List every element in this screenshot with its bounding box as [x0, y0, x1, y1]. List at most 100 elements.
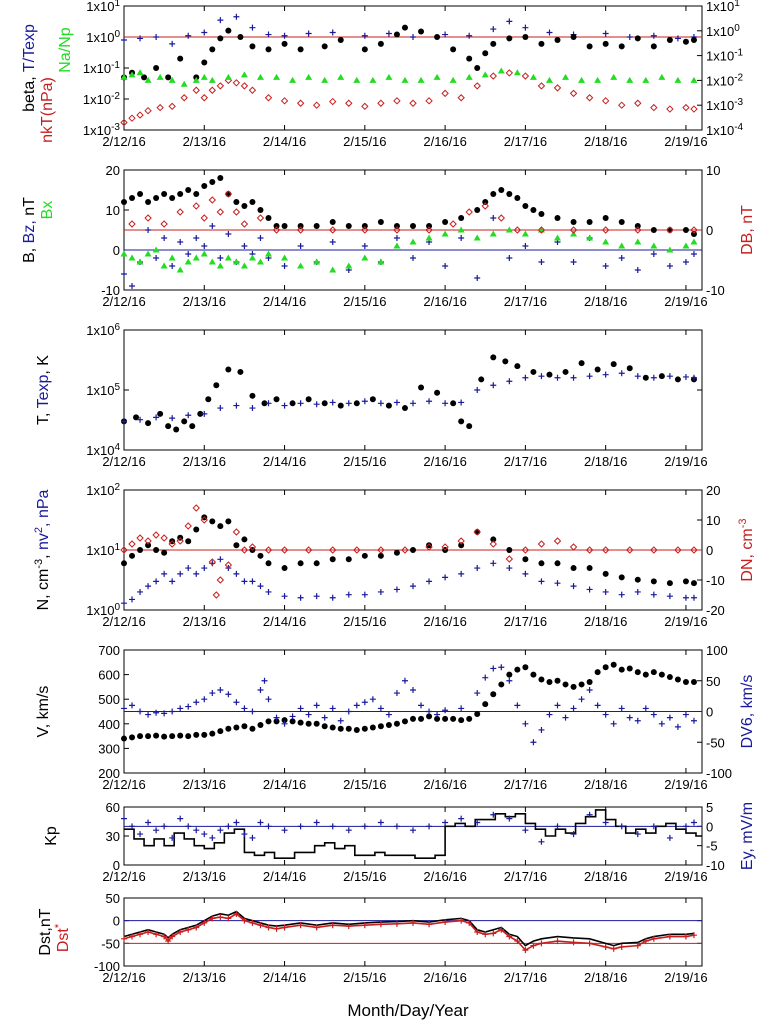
- data-point-diamond: [626, 546, 634, 554]
- y-axis-label-right: DV6, km/s: [739, 675, 756, 749]
- y-tick-label-left: 1x102: [86, 482, 120, 498]
- data-point-dot: [153, 732, 160, 739]
- x-tick-label: 2/18/16: [584, 294, 627, 309]
- data-point-plus: [249, 919, 256, 926]
- data-point-plus: [137, 831, 144, 838]
- y-tick-label-right: 20: [706, 483, 720, 498]
- y-tick-label-left: 20: [106, 163, 120, 178]
- data-point-dot: [281, 40, 288, 47]
- data-point-plus: [233, 699, 240, 706]
- y-tick-label-right: 0: [706, 819, 713, 834]
- data-point-plus: [145, 583, 152, 590]
- data-point-dot: [129, 734, 136, 741]
- data-point-plus: [281, 263, 288, 269]
- data-point-triangle: [425, 234, 433, 241]
- data-point-plus: [257, 922, 264, 929]
- data-point-dot: [225, 27, 232, 34]
- x-tick-label: 2/12/16: [102, 454, 145, 469]
- data-point-plus: [217, 827, 224, 834]
- data-point-plus: [602, 819, 609, 826]
- data-point-triangle: [305, 73, 313, 80]
- data-point-dot: [490, 40, 497, 47]
- data-point-diamond: [216, 576, 225, 584]
- data-point-dot: [586, 678, 593, 685]
- data-point-dot: [458, 542, 465, 549]
- data-point-dot: [674, 676, 681, 683]
- data-point-plus: [426, 398, 433, 405]
- data-point-dot: [401, 24, 408, 31]
- data-point-diamond: [184, 522, 192, 530]
- data-point-plus: [642, 705, 649, 712]
- y-tick-label-right: 1x101: [706, 0, 740, 14]
- data-point-plus: [442, 400, 449, 407]
- data-point-dot: [321, 723, 328, 730]
- data-point-plus: [193, 924, 200, 931]
- data-point-dot: [305, 720, 312, 727]
- x-tick-label: 2/18/16: [584, 614, 627, 629]
- data-point-plus: [153, 414, 160, 421]
- data-point-plus: [265, 31, 272, 38]
- data-point-triangle: [610, 73, 618, 80]
- data-point-diamond: [473, 528, 481, 536]
- y-axis-label-right: DB, nT: [739, 205, 756, 255]
- data-point-plus: [217, 255, 224, 261]
- data-point-plus: [490, 215, 497, 221]
- data-point-dot: [522, 556, 529, 563]
- data-point-plus: [650, 711, 657, 718]
- data-point-triangle: [578, 76, 586, 83]
- data-point-plus: [217, 17, 224, 24]
- data-point-dot: [377, 40, 384, 47]
- data-point-dot: [385, 402, 392, 409]
- data-point-plus: [281, 827, 288, 834]
- data-point-diamond: [425, 226, 433, 234]
- series-plus: [121, 556, 697, 607]
- data-point-triangle: [273, 73, 281, 80]
- series-plus: [121, 13, 697, 47]
- x-tick-label: 2/17/16: [504, 777, 547, 792]
- data-point-dot: [650, 43, 657, 50]
- data-point-dot: [602, 215, 609, 221]
- data-point-plus: [313, 924, 320, 931]
- y-tick-label-left: 1x10-3: [83, 122, 121, 138]
- data-point-dot: [458, 418, 465, 425]
- data-point-diamond: [144, 214, 152, 222]
- data-point-triangle: [513, 69, 521, 76]
- x-axis-title: Month/Day/Year: [347, 1001, 469, 1020]
- series-diamond: [120, 504, 698, 599]
- data-point-triangle: [521, 230, 529, 237]
- data-point-diamond: [497, 214, 506, 222]
- x-tick-label: 2/12/16: [102, 294, 145, 309]
- data-point-plus: [674, 723, 681, 730]
- data-point-dot: [506, 35, 513, 42]
- x-tick-label: 2/13/16: [183, 970, 226, 985]
- data-point-plus: [169, 933, 176, 940]
- data-point-dot: [313, 223, 320, 229]
- data-point-dot: [297, 46, 304, 53]
- data-point-diamond: [425, 543, 433, 551]
- data-point-plus: [490, 665, 497, 672]
- data-point-diamond: [457, 94, 465, 102]
- data-point-dot: [329, 219, 336, 225]
- data-point-plus: [474, 929, 481, 935]
- data-point-dot: [345, 556, 352, 563]
- y-tick-label-left: 1x105: [86, 382, 120, 398]
- data-point-dot: [594, 669, 601, 676]
- data-point-dot: [193, 731, 200, 738]
- data-point-plus: [442, 574, 449, 581]
- data-point-plus: [642, 938, 649, 945]
- data-point-triangle: [361, 254, 369, 261]
- data-point-triangle: [634, 238, 642, 245]
- y-tick-label-right: 0: [706, 543, 713, 558]
- data-point-plus: [233, 570, 240, 577]
- data-point-plus: [129, 702, 136, 709]
- data-point-plus: [257, 235, 264, 241]
- data-point-plus: [490, 382, 497, 389]
- data-point-dot: [377, 723, 384, 730]
- data-point-plus: [618, 943, 625, 950]
- data-point-dot: [642, 671, 649, 678]
- data-point-dot: [530, 671, 537, 678]
- data-point-plus: [137, 588, 144, 595]
- data-point-dot: [586, 219, 593, 225]
- data-point-plus: [410, 400, 416, 407]
- data-point-dot: [450, 400, 457, 407]
